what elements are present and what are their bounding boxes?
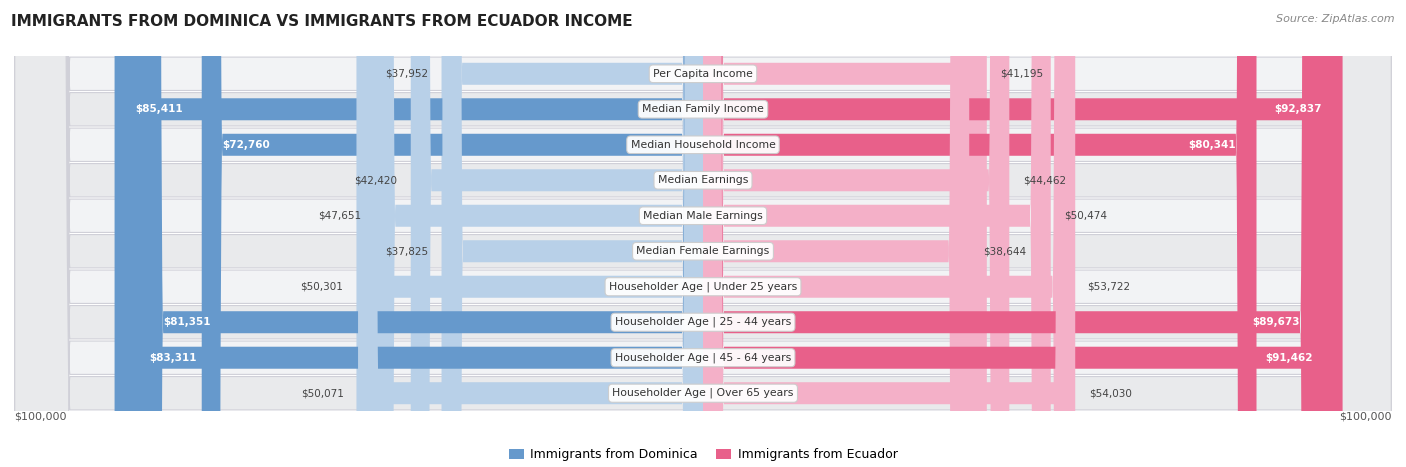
- Text: $92,837: $92,837: [1274, 104, 1322, 114]
- FancyBboxPatch shape: [703, 0, 987, 467]
- FancyBboxPatch shape: [703, 0, 1257, 467]
- FancyBboxPatch shape: [14, 0, 1392, 467]
- FancyBboxPatch shape: [14, 0, 1392, 467]
- Text: Median Family Income: Median Family Income: [643, 104, 763, 114]
- FancyBboxPatch shape: [14, 0, 1392, 467]
- FancyBboxPatch shape: [703, 0, 1333, 467]
- Text: $91,462: $91,462: [1265, 353, 1312, 363]
- Text: $50,474: $50,474: [1064, 211, 1108, 221]
- FancyBboxPatch shape: [14, 0, 1392, 467]
- Text: Median Female Earnings: Median Female Earnings: [637, 246, 769, 256]
- FancyBboxPatch shape: [703, 0, 1343, 467]
- Text: $81,351: $81,351: [163, 317, 211, 327]
- Text: $100,000: $100,000: [1340, 412, 1392, 422]
- Text: $72,760: $72,760: [222, 140, 270, 150]
- FancyBboxPatch shape: [703, 0, 1050, 467]
- FancyBboxPatch shape: [14, 0, 1392, 467]
- FancyBboxPatch shape: [703, 0, 1010, 467]
- Text: $38,644: $38,644: [983, 246, 1026, 256]
- FancyBboxPatch shape: [703, 0, 969, 467]
- FancyBboxPatch shape: [359, 0, 703, 467]
- FancyBboxPatch shape: [443, 0, 703, 467]
- FancyBboxPatch shape: [14, 0, 1392, 467]
- FancyBboxPatch shape: [441, 0, 703, 467]
- FancyBboxPatch shape: [14, 0, 1392, 467]
- Text: $83,311: $83,311: [149, 353, 197, 363]
- FancyBboxPatch shape: [703, 0, 1320, 467]
- Text: Householder Age | 25 - 44 years: Householder Age | 25 - 44 years: [614, 317, 792, 327]
- FancyBboxPatch shape: [14, 0, 1392, 467]
- Text: $41,195: $41,195: [1001, 69, 1043, 79]
- FancyBboxPatch shape: [703, 0, 1073, 467]
- Text: IMMIGRANTS FROM DOMINICA VS IMMIGRANTS FROM ECUADOR INCOME: IMMIGRANTS FROM DOMINICA VS IMMIGRANTS F…: [11, 14, 633, 29]
- Text: Median Male Earnings: Median Male Earnings: [643, 211, 763, 221]
- Text: $54,030: $54,030: [1090, 388, 1132, 398]
- Text: $47,651: $47,651: [318, 211, 361, 221]
- Text: $89,673: $89,673: [1253, 317, 1301, 327]
- Text: Householder Age | Under 25 years: Householder Age | Under 25 years: [609, 282, 797, 292]
- Text: Per Capita Income: Per Capita Income: [652, 69, 754, 79]
- FancyBboxPatch shape: [114, 0, 703, 467]
- FancyBboxPatch shape: [201, 0, 703, 467]
- FancyBboxPatch shape: [375, 0, 703, 467]
- FancyBboxPatch shape: [14, 0, 1392, 467]
- Text: $100,000: $100,000: [14, 412, 66, 422]
- Text: Householder Age | 45 - 64 years: Householder Age | 45 - 64 years: [614, 353, 792, 363]
- Text: Median Household Income: Median Household Income: [630, 140, 776, 150]
- FancyBboxPatch shape: [703, 0, 1076, 467]
- FancyBboxPatch shape: [14, 0, 1392, 467]
- Text: Householder Age | Over 65 years: Householder Age | Over 65 years: [612, 388, 794, 398]
- Text: $50,071: $50,071: [301, 388, 344, 398]
- Text: $37,952: $37,952: [385, 69, 427, 79]
- Text: $50,301: $50,301: [299, 282, 343, 292]
- Text: $42,420: $42,420: [354, 175, 396, 185]
- FancyBboxPatch shape: [411, 0, 703, 467]
- Text: $53,722: $53,722: [1087, 282, 1130, 292]
- Text: $44,462: $44,462: [1024, 175, 1066, 185]
- FancyBboxPatch shape: [129, 0, 703, 467]
- FancyBboxPatch shape: [142, 0, 703, 467]
- Text: $85,411: $85,411: [135, 104, 183, 114]
- Text: Source: ZipAtlas.com: Source: ZipAtlas.com: [1277, 14, 1395, 24]
- Text: $80,341: $80,341: [1188, 140, 1236, 150]
- Text: Median Earnings: Median Earnings: [658, 175, 748, 185]
- Legend: Immigrants from Dominica, Immigrants from Ecuador: Immigrants from Dominica, Immigrants fro…: [509, 448, 897, 461]
- FancyBboxPatch shape: [357, 0, 703, 467]
- Text: $37,825: $37,825: [385, 246, 429, 256]
